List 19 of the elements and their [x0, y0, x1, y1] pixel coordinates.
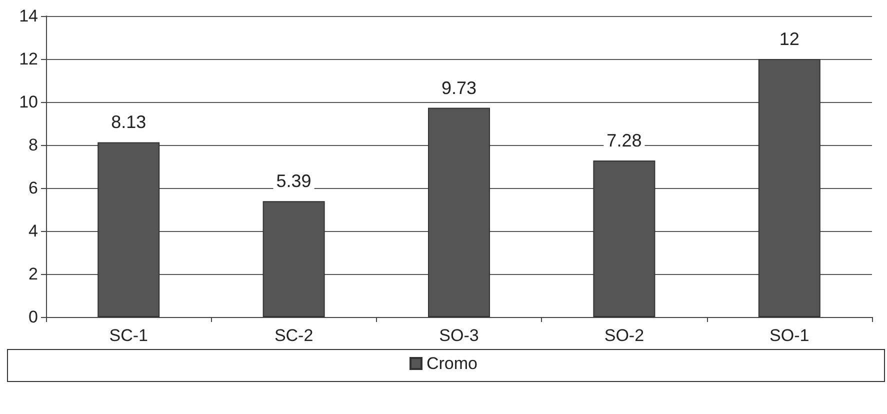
x-tick-label: SO-3 [439, 326, 479, 345]
data-label: 8.13 [111, 112, 146, 132]
data-label: 7.28 [606, 130, 642, 150]
y-tick-label: 12 [19, 50, 38, 68]
x-tick-label: SC-2 [274, 326, 314, 345]
legend-label: Cromo [426, 354, 478, 373]
y-tick-label: 8 [28, 136, 38, 154]
y-tick-label: 14 [19, 6, 38, 26]
y-tick-label: 10 [19, 92, 38, 112]
y-tick-label: 2 [28, 264, 38, 284]
x-tick-label: SO-2 [604, 326, 644, 345]
x-tick-label: SO-1 [770, 326, 810, 345]
data-label: 12 [779, 29, 800, 49]
data-label: 5.39 [276, 171, 312, 192]
y-tick-label: 6 [28, 178, 38, 198]
x-tick-label: SC-1 [109, 326, 148, 345]
data-label: 9.73 [441, 78, 477, 98]
y-tick-label: 0 [28, 308, 38, 326]
y-tick-label: 4 [28, 222, 38, 240]
